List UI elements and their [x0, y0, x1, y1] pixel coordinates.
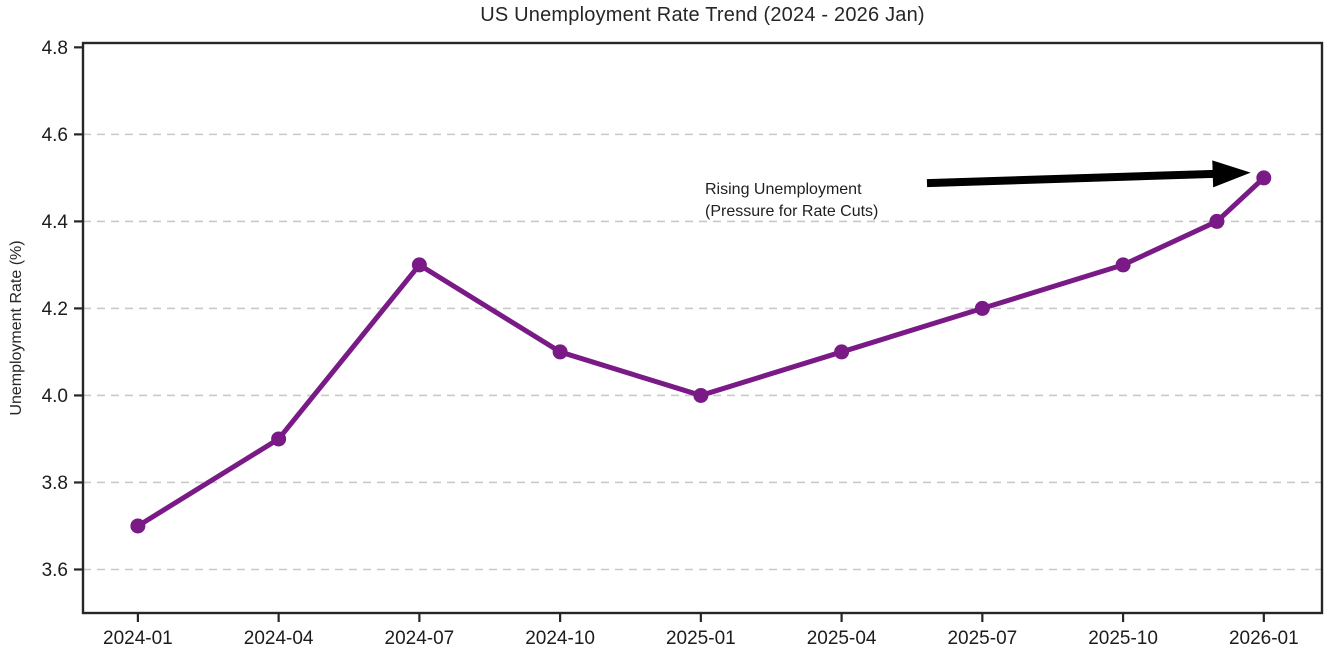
y-tick-label: 3.6: [42, 560, 68, 581]
x-tick-label: 2025-01: [666, 628, 736, 649]
y-tick-label: 4.2: [42, 299, 68, 320]
data-point-marker: [411, 257, 427, 273]
data-point-marker: [1256, 170, 1272, 186]
x-tick-label: 2025-10: [1088, 628, 1158, 649]
annotation-arrow-shaft: [926, 169, 1215, 188]
plot-frame: [81, 41, 1324, 615]
x-tick-label: 2025-04: [807, 628, 877, 649]
chart-title: US Unemployment Rate Trend (2024 - 2026 …: [480, 4, 925, 26]
data-point-marker: [693, 387, 709, 403]
y-axis-label: Unemployment Rate (%): [8, 240, 25, 416]
data-point-marker: [552, 344, 568, 360]
data-point-marker: [1115, 257, 1131, 273]
x-tick-label: 2024-07: [385, 628, 455, 649]
x-tick-label: 2026-01: [1229, 628, 1299, 649]
data-point-marker: [271, 431, 287, 447]
x-tick-label: 2024-10: [525, 628, 595, 649]
trend-line: [135, 175, 1267, 529]
y-tick-label: 4.6: [42, 125, 68, 146]
data-point-marker: [130, 518, 146, 534]
data-point-marker: [1209, 213, 1225, 229]
y-tick-label: 4.4: [42, 212, 69, 233]
annotation-line-1: Rising Unemployment: [705, 181, 862, 198]
x-tick-label: 2025-07: [947, 628, 1017, 649]
y-tick-label: 4.0: [42, 386, 68, 407]
y-tick-label: 3.8: [42, 473, 68, 494]
chart-annotation: Rising Unemployment (Pressure for Rate C…: [705, 179, 878, 223]
data-point-marker: [974, 300, 990, 316]
data-point-marker: [834, 344, 850, 360]
x-tick-label: 2024-04: [244, 628, 314, 649]
annotation-line-2: (Pressure for Rate Cuts): [705, 203, 879, 220]
x-tick-label: 2024-01: [103, 628, 173, 649]
annotation-arrow-head: [1212, 160, 1251, 188]
y-tick-label: 4.8: [42, 38, 68, 59]
